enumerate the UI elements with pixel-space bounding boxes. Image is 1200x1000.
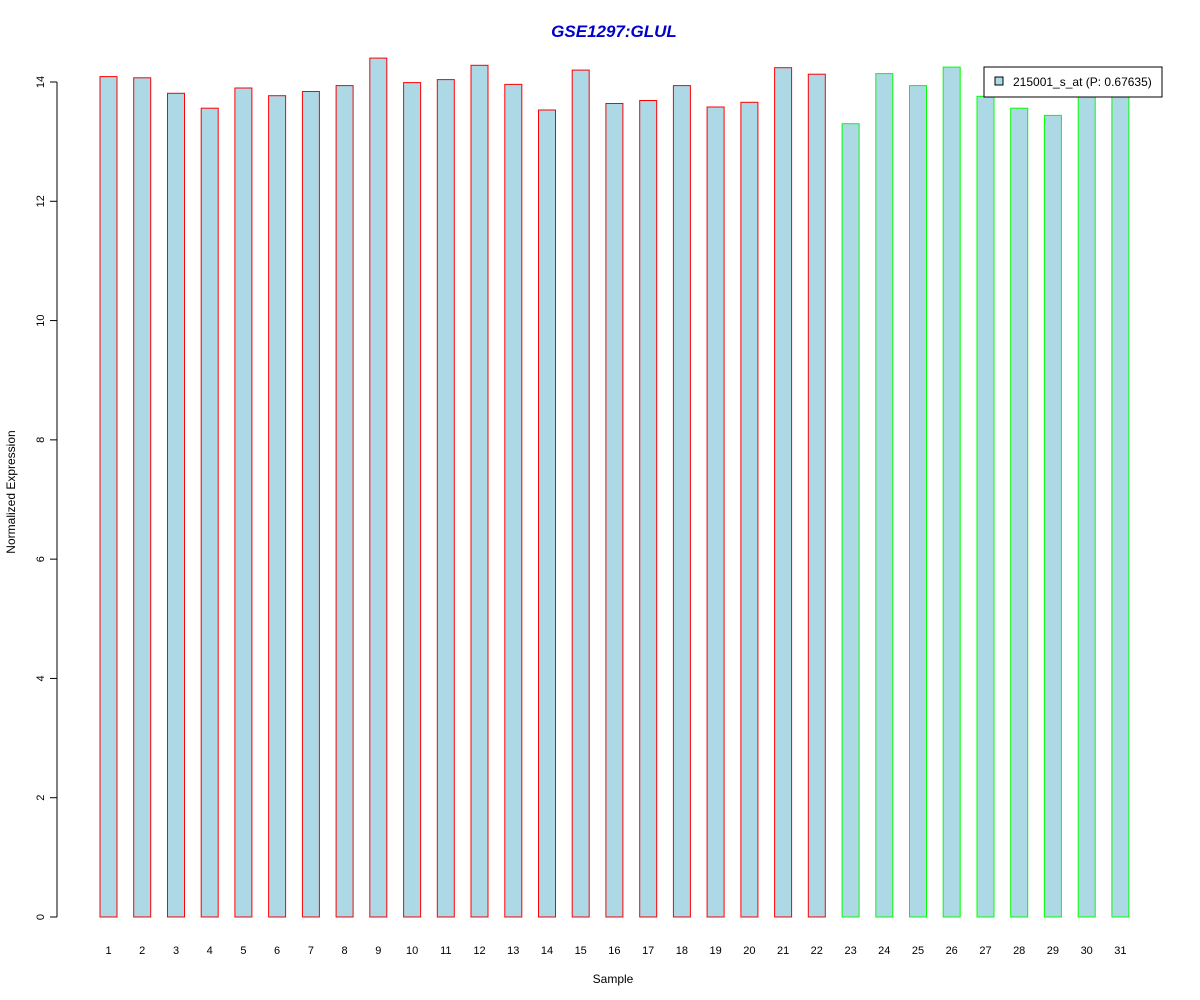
y-axis: 0 2 4 6 8 10 12 14 <box>35 76 58 920</box>
x-tick-label: 6 <box>274 945 280 957</box>
bar <box>335 85 354 918</box>
legend: 215001_s_at (P: 0.67635) <box>983 66 1163 98</box>
y-tick-label: 12 <box>35 195 47 207</box>
x-axis-title: Sample <box>593 972 634 986</box>
y-axis-title: Normalized Expression <box>4 430 18 553</box>
x-tick-label: 17 <box>642 945 654 957</box>
x-tick-label: 23 <box>844 945 856 957</box>
x-tick-label: 20 <box>743 945 755 957</box>
x-tick-label: 10 <box>406 945 418 957</box>
y-tick-label: 8 <box>35 437 47 443</box>
x-tick-label: 29 <box>1047 945 1059 957</box>
bars <box>99 57 1130 918</box>
bar <box>133 77 152 918</box>
bar <box>875 73 894 918</box>
x-tick-label: 13 <box>507 945 519 957</box>
bar <box>639 100 658 918</box>
bar <box>301 91 320 918</box>
x-tick-label: 16 <box>608 945 620 957</box>
bar <box>774 67 793 918</box>
legend-swatch <box>994 76 1004 86</box>
bar <box>369 57 388 918</box>
bar <box>1077 94 1096 918</box>
x-tick-label: 25 <box>912 945 924 957</box>
bar <box>504 83 523 918</box>
x-tick-label: 14 <box>541 945 553 957</box>
x-tick-label: 2 <box>139 945 145 957</box>
bar <box>942 66 961 918</box>
y-tick-label: 0 <box>35 914 47 920</box>
x-tick-label: 8 <box>342 945 348 957</box>
bar <box>538 109 556 918</box>
bar <box>909 85 927 918</box>
x-tick-label: 3 <box>173 945 179 957</box>
legend-box <box>983 66 1163 98</box>
y-tick-label: 10 <box>35 314 47 326</box>
bar <box>470 64 489 918</box>
bar <box>1111 94 1130 918</box>
y-tick-label: 4 <box>35 675 47 681</box>
legend-label: 215001_s_at (P: 0.67635) <box>1013 75 1152 89</box>
bar <box>841 123 860 918</box>
bar <box>403 82 422 918</box>
bar <box>1043 114 1062 918</box>
x-tick-label: 9 <box>375 945 381 957</box>
bar <box>1010 107 1029 918</box>
x-tick-label: 27 <box>979 945 991 957</box>
bar <box>200 107 219 918</box>
x-tick-label: 21 <box>777 945 789 957</box>
bar <box>807 73 826 918</box>
bar <box>234 87 253 918</box>
x-tick-label: 5 <box>240 945 246 957</box>
bar <box>167 92 185 918</box>
x-tick-label: 31 <box>1114 945 1126 957</box>
x-tick-label: 4 <box>207 945 213 957</box>
x-tick-label: 15 <box>575 945 587 957</box>
y-tick-label: 6 <box>35 556 47 562</box>
bar <box>605 103 624 918</box>
x-tick-label: 26 <box>946 945 958 957</box>
bar <box>740 101 759 918</box>
x-tick-label: 22 <box>811 945 823 957</box>
x-tick-label: 1 <box>105 945 111 957</box>
y-tick-label: 2 <box>35 795 47 801</box>
bar <box>268 95 287 918</box>
x-tick-label: 18 <box>676 945 688 957</box>
x-tick-label: 19 <box>709 945 721 957</box>
x-tick-label: 28 <box>1013 945 1025 957</box>
x-tick-label: 24 <box>878 945 890 957</box>
x-tick-label: 30 <box>1081 945 1093 957</box>
bar <box>436 79 455 918</box>
bar <box>976 95 995 918</box>
y-tick-label: 14 <box>35 76 47 88</box>
bar <box>99 76 118 918</box>
x-tick-labels: 1 2 3 4 5 6 7 8 9 10 11 12 13 14 15 16 17 18 19 20 21 22 23 24 2… <box>105 945 1126 957</box>
bar <box>571 69 590 918</box>
x-tick-label: 7 <box>308 945 314 957</box>
bar <box>672 85 691 918</box>
bar <box>706 106 725 918</box>
x-tick-label: 12 <box>473 945 485 957</box>
chart-title: GSE1297:GLUL <box>551 22 677 41</box>
x-tick-label: 11 <box>440 945 451 957</box>
